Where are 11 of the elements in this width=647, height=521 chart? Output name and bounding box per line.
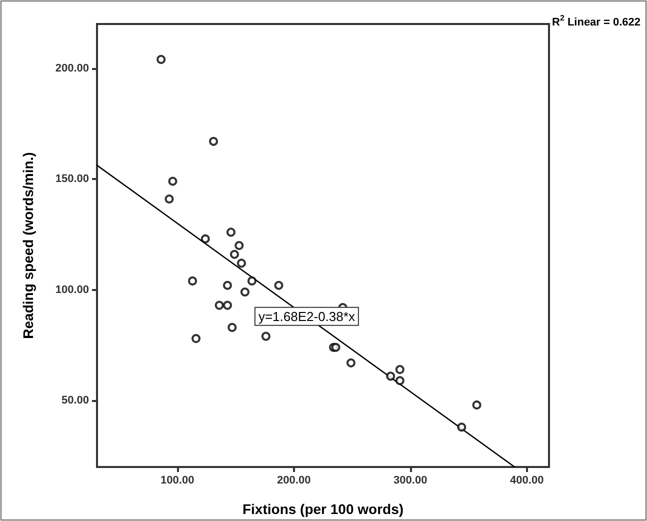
x-tick-label: 100.00 xyxy=(160,474,194,486)
y-axis-title: Reading speed (words/min.) xyxy=(20,152,36,339)
annotation: y=1.68E2-0.38*x xyxy=(258,308,356,324)
x-tick-label: 400.00 xyxy=(510,474,544,486)
x-tick-label: 200.00 xyxy=(277,474,311,486)
y-tick-label: 50.00 xyxy=(61,394,89,407)
y-tick-label: 100.00 xyxy=(55,284,89,296)
y-tick-label: 150.00 xyxy=(55,173,89,186)
x-axis-title: Fixtions (per 100 words) xyxy=(242,501,404,517)
y-tick-label: 200.00 xyxy=(55,62,89,74)
x-tick-label: 300.00 xyxy=(394,474,428,486)
